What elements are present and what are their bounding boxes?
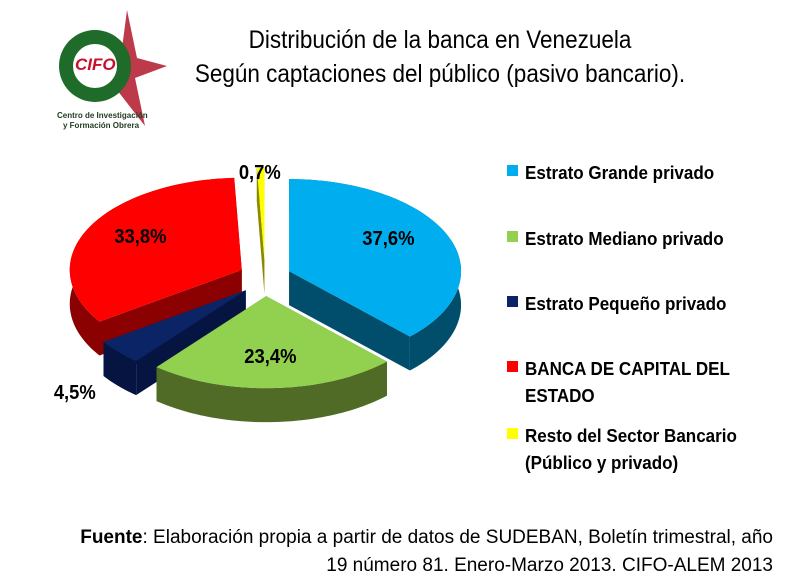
legend-label: Estrato Pequeño privado [525,293,727,314]
pie-slice-estado [69,177,242,322]
legend-label: Estrato Grande privado [525,162,715,183]
legend-label: Estrato Mediano privado [525,228,724,249]
pie-slice-resto [256,167,265,260]
legend-item-resto: Resto del Sector Bancario (Público y pri… [507,422,785,476]
data-label-resto: 0,7% [238,162,281,184]
legend-swatch [507,428,518,439]
data-label-mediano: 23,4% [244,346,297,368]
cifo-logo: CIFO Centro de Investigación y Formación… [57,10,167,130]
pie-slice-pequeno [103,290,246,362]
svg-text:y Formación Obrera: y Formación Obrera [63,121,140,130]
source-text-line2: 19 número 81. Enero-Marzo 2013. CIFO-ALE… [326,555,773,576]
legend-item-pequeno: Estrato Pequeño privado [507,290,785,317]
source-label: Fuente [80,527,143,548]
pie-slice-grande-side [289,271,410,371]
legend-swatch [507,296,518,307]
pie-slice-mediano [156,296,387,389]
pie-slice-mediano-wall [156,361,387,423]
data-label-estado: 33,8% [114,226,167,248]
chart-title-line1: Distribución de la banca en Venezuela [248,26,632,54]
legend-item-estado: BANCA DE CAPITAL DEL ESTADO [507,355,775,409]
source-note: Fuente: Elaboración propia a partir de d… [13,524,773,580]
pie-slice-pequeno-wall [103,341,137,396]
svg-text:Centro de Investigación: Centro de Investigación [57,111,148,120]
data-label-grande: 37,6% [362,228,415,250]
data-label-pequeno: 4,5% [53,382,96,404]
legend-swatch [507,231,518,242]
legend-swatch [507,361,518,372]
legend-label: BANCA DE CAPITAL DEL ESTADO [525,358,730,406]
pie-chart [69,167,462,423]
legend-item-grande: Estrato Grande privado [507,159,785,186]
legend-label: Resto del Sector Bancario (Público y pri… [525,425,737,473]
pie-slice-grande [289,179,462,337]
legend-swatch [507,165,518,176]
source-text: : Elaboración propia a partir de datos d… [142,527,774,548]
chart-title-line2: Según captaciones del público (pasivo ba… [194,60,686,88]
legend-item-mediano: Estrato Mediano privado [507,225,785,252]
svg-text:CIFO: CIFO [75,55,116,74]
